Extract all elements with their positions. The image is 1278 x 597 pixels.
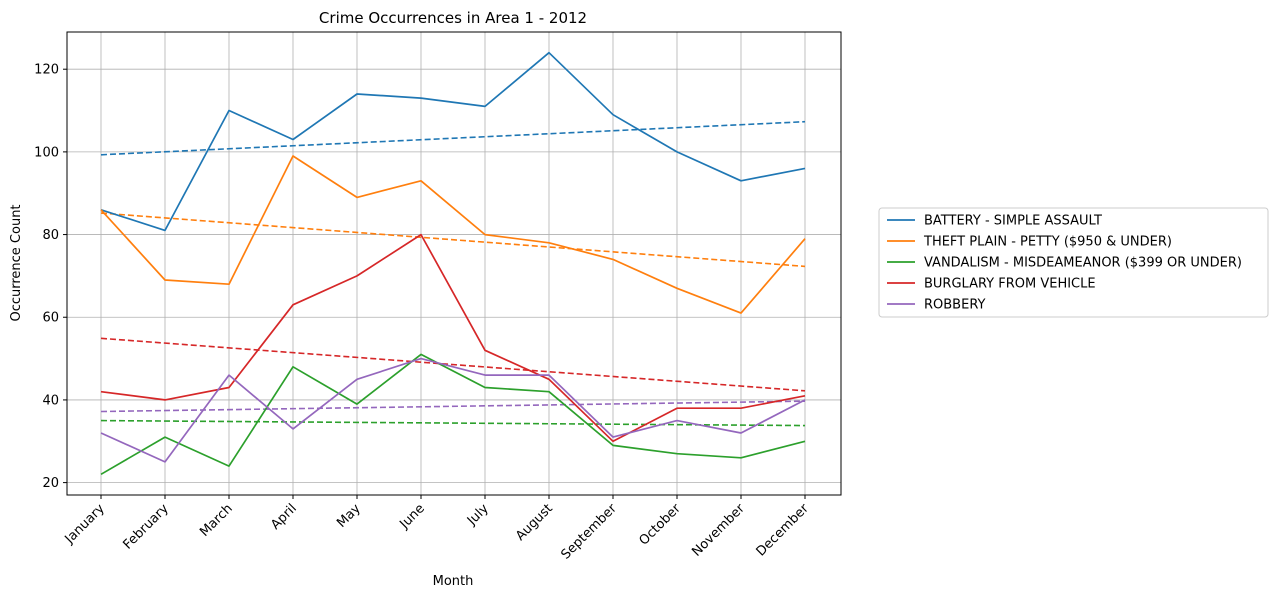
y-axis-label: Occurrence Count [9,204,24,321]
chart-title: Crime Occurrences in Area 1 - 2012 [319,9,587,27]
trend-line [100,419,806,427]
series-lines [100,51,806,476]
x-tick-label: November [689,501,748,560]
trend-line [100,337,806,392]
x-tick-label: May [334,501,364,531]
x-tick-label: February [120,501,172,553]
legend-entry: BATTERY - SIMPLE ASSAULT [924,214,1102,229]
legend-entry: VANDALISM - MISDEAMEANOR ($399 OR UNDER) [924,256,1242,271]
x-tick-label: March [197,501,236,540]
series-line [100,155,806,314]
legend-entry: THEFT PLAIN - PETTY ($950 & UNDER) [923,235,1172,250]
y-axis-ticks: 20 40 60 80 100 120 [34,63,67,491]
x-tick-label: January [62,501,108,547]
x-axis-ticks: January February March April May June July Augu… [62,495,813,563]
y-tick-label: 80 [42,228,59,243]
legend-entry: BURGLARY FROM VEHICLE [924,277,1096,292]
x-tick-label: July [464,501,492,529]
legend-entry: ROBBERY [924,298,986,313]
x-tick-label: August [513,501,556,544]
y-tick-label: 120 [34,63,59,78]
trend-lines [100,120,806,427]
series-line [100,233,806,443]
trend-line [100,400,806,413]
series-line [100,357,806,463]
x-tick-label: April [268,501,300,533]
legend-box [878,207,1269,318]
trend-line [100,120,806,156]
x-axis-label: Month [433,574,474,589]
grid-lines [67,32,841,495]
y-tick-label: 60 [42,311,59,326]
x-tick-label: December [754,501,813,560]
x-tick-label: June [396,501,427,532]
y-tick-label: 40 [42,393,59,408]
y-tick-label: 100 [34,145,59,160]
y-tick-label: 20 [42,476,59,491]
series-line [100,51,806,232]
plot-frame [66,31,842,496]
legend: BATTERY - SIMPLE ASSAULT THEFT PLAIN - PE… [878,207,1269,318]
x-tick-label: September [558,501,620,563]
x-tick-label: October [636,501,684,549]
series-line [100,353,806,476]
trend-line [100,212,806,268]
